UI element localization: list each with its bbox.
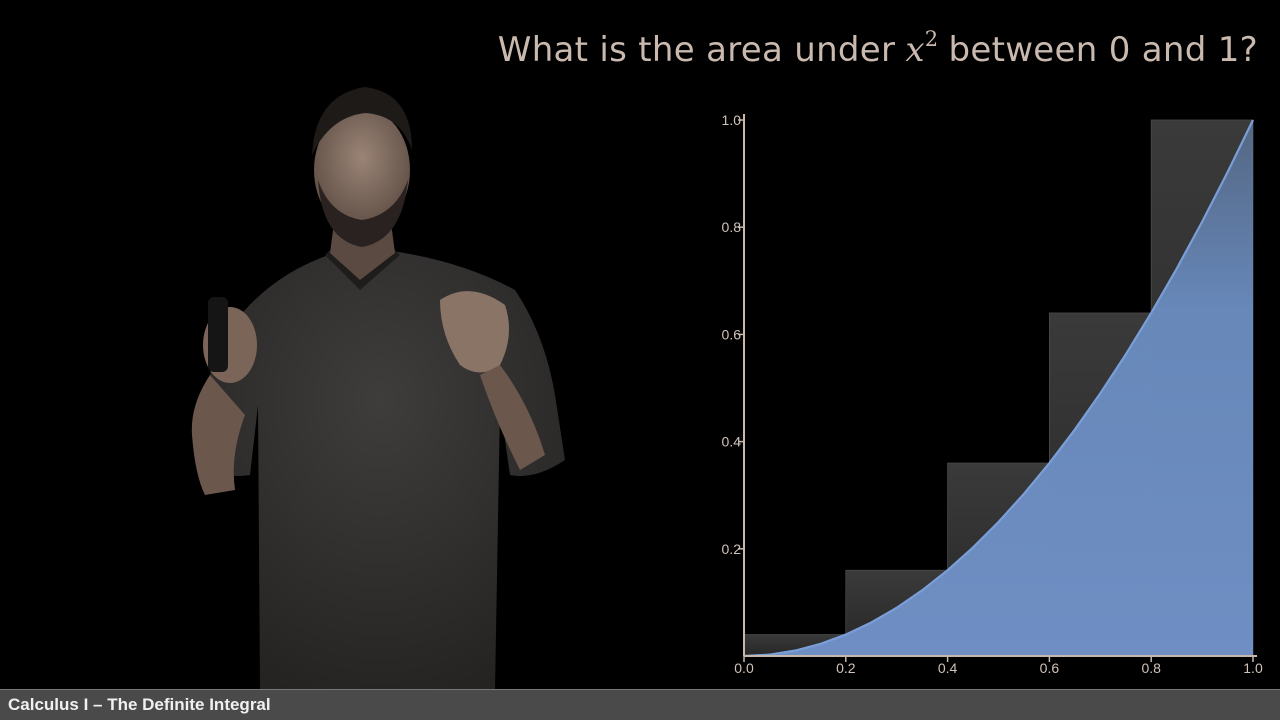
riemann-sum-chart: 0.0 0.2 0.4 0.6 0.8 1.0 0.2 0.4 0.6 0.8 1.0 [722, 112, 1263, 676]
footer-bar: Calculus I – The Definite Integral [0, 689, 1280, 720]
x-tick-label: 0.6 [1040, 660, 1060, 676]
x-tick-label: 0.4 [938, 660, 958, 676]
y-tick-label: 0.6 [722, 326, 742, 342]
title-text-before: What is the area under [497, 30, 896, 70]
ticks-layer: 0.0 0.2 0.4 0.6 0.8 1.0 0.2 0.4 0.6 0.8 1.0 [722, 112, 1263, 676]
presenter-video [191, 87, 565, 690]
title-exponent: 2 [924, 27, 939, 51]
slide-title: What is the area under x2 between 0 and 1? [497, 27, 1258, 70]
y-tick-label: 0.8 [722, 219, 742, 235]
x-tick-label: 0.8 [1141, 660, 1161, 676]
x-tick-label: 0.2 [836, 660, 856, 676]
title-variable: x [905, 30, 925, 70]
y-tick-label: 1.0 [722, 112, 742, 128]
y-tick-label: 0.2 [722, 541, 742, 557]
y-tick-label: 0.4 [722, 434, 742, 450]
x-tick-label: 1.0 [1243, 660, 1263, 676]
clicker-device [208, 297, 228, 372]
title-text-after: between 0 and 1? [948, 30, 1258, 70]
curve-x-squared [743, 119, 1254, 658]
course-title: Calculus I – The Definite Integral [8, 695, 271, 714]
x-tick-label: 0.0 [734, 660, 754, 676]
area-under-curve [744, 120, 1253, 656]
